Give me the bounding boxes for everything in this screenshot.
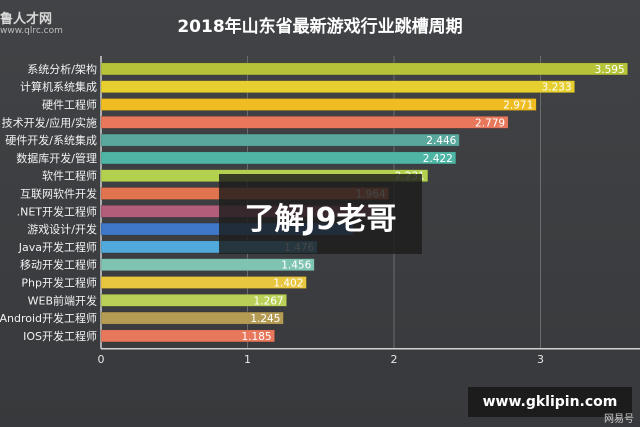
category-label: 移动开发工程师 [20, 258, 97, 272]
category-label: 数据库开发/管理 [16, 151, 97, 165]
overlay-banner: 了解J9老哥 [219, 174, 422, 254]
x-tick-label: 3 [537, 353, 544, 366]
bar [100, 62, 628, 76]
category-label: 技术开发/应用/实施 [2, 115, 97, 129]
bar [100, 258, 315, 271]
category-label: 互联网软件开发 [20, 187, 97, 201]
chart-title: 2018年山东省最新游戏行业跳槽周期 [177, 17, 463, 37]
watermark-site: www.gklipin.com [482, 394, 618, 410]
logo: 鲁人才网 [0, 12, 53, 27]
category-label: 系统分析/架构 [27, 62, 97, 76]
category-label: 计算机系统集成 [20, 80, 97, 94]
logo-url: www.qlrc.com [0, 26, 63, 36]
category-label: 硬件工程师 [42, 99, 97, 112]
data-label: 3.595 [595, 64, 625, 76]
data-label: 2.779 [475, 117, 505, 129]
data-label: 2.422 [423, 153, 453, 165]
category-label: IOS开发工程师 [23, 329, 97, 343]
bar [100, 133, 460, 147]
data-label: 1.185 [242, 331, 272, 343]
bar [100, 116, 509, 129]
watermark-badge: www.gklipin.com [468, 387, 632, 417]
bar [100, 151, 457, 165]
bar [100, 294, 287, 307]
overlay-caption: 了解J9老哥 [244, 202, 397, 237]
x-tick-label: 2 [391, 353, 398, 366]
bar [100, 80, 575, 93]
category-label: 软件工程师 [42, 169, 97, 183]
category-label: .NET开发工程师 [17, 204, 97, 218]
data-label: 1.456 [281, 260, 311, 272]
data-label: 1.402 [273, 278, 303, 290]
data-label: 1.267 [254, 295, 284, 307]
category-label: Php开发工程师 [21, 276, 97, 290]
category-label: WEB前端开发 [28, 293, 97, 307]
category-label: Java开发工程师 [18, 240, 97, 254]
bar [100, 329, 275, 343]
category-label: 硬件开发/系统集成 [5, 133, 97, 147]
data-label: 2.971 [503, 100, 533, 112]
watermark-corner: 网易号 [604, 414, 634, 425]
x-tick-label: 1 [244, 353, 251, 366]
bar [100, 311, 284, 325]
x-tick-label: 0 [98, 353, 105, 366]
category-label: Android开发工程师 [0, 311, 97, 325]
data-label: 3.233 [542, 82, 572, 94]
data-label: 1.245 [250, 313, 280, 325]
category-label: 游戏设计/开发 [27, 222, 97, 236]
bar [100, 276, 307, 289]
data-label: 2.446 [426, 135, 456, 147]
bar [100, 98, 537, 111]
